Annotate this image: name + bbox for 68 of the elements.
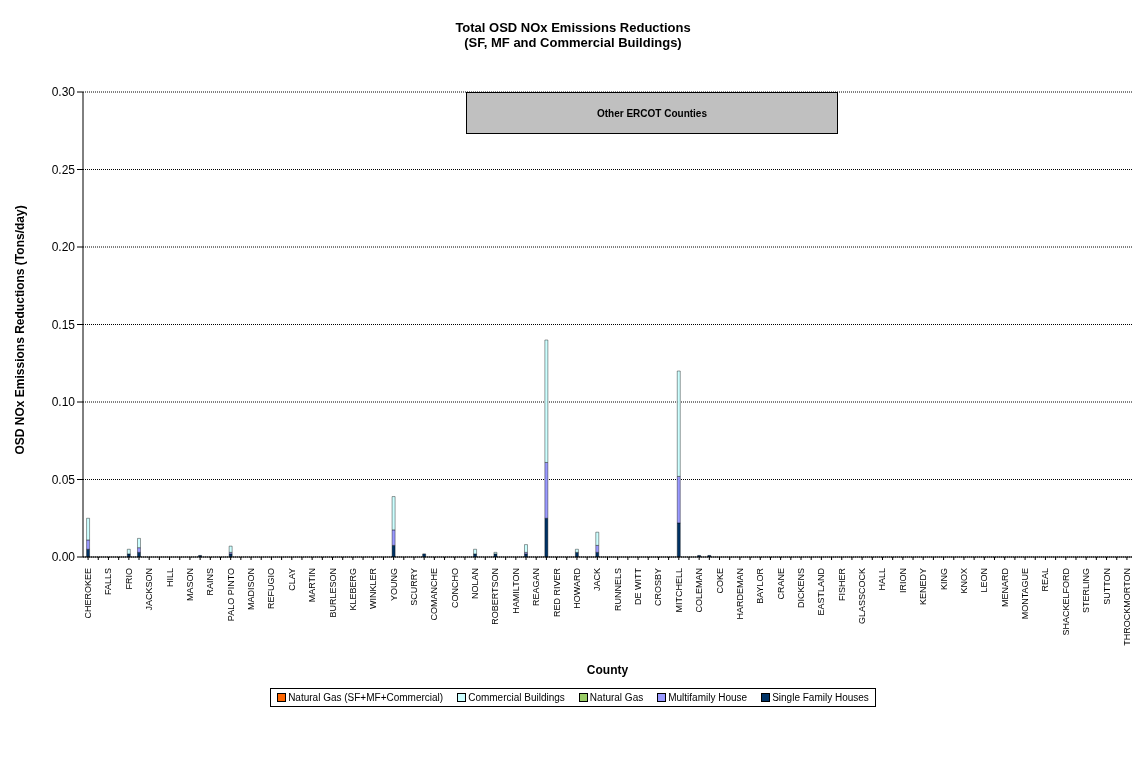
legend-label: Natural Gas	[588, 692, 644, 703]
x-tick-label: THROCKMORTON	[1121, 568, 1132, 646]
legend-label: Commercial Buildings	[467, 692, 565, 703]
x-tick-label: KENEDY	[918, 568, 929, 606]
x-tick-label: CONCHO	[449, 568, 460, 608]
y-tick-label: 0.05	[51, 472, 76, 487]
x-tick-label: DE WITT	[633, 567, 644, 605]
x-tick-label: FALLS	[103, 568, 114, 596]
x-tick-label: SCURRY	[409, 568, 419, 606]
x-tick-label: CRANE	[775, 568, 786, 600]
x-tick-label: RUNNELS	[612, 568, 623, 612]
x-tick-label: REAGAN	[531, 568, 542, 607]
x-tick-label: KLEBERG	[347, 568, 358, 611]
x-tick-label: MADISON	[246, 568, 257, 611]
x-tick-label: HILL	[164, 568, 175, 588]
x-tick-label: SHACKELFORD	[1060, 567, 1071, 636]
x-tick-label: REAL	[1040, 568, 1051, 592]
x-tick-label: COMANCHE	[429, 568, 440, 621]
x-axis-title: County	[586, 663, 629, 677]
x-tick-label: IRION	[897, 568, 908, 594]
y-tick-label: 0.15	[51, 317, 76, 332]
x-tick-label: CLAY	[286, 568, 297, 591]
x-tick-label: MITCHELL	[673, 568, 684, 613]
x-tick-label: STERLING	[1081, 568, 1092, 614]
x-tick-label: PALO PINTO	[225, 568, 236, 622]
legend-label: Multifamily House	[667, 692, 748, 703]
x-tick-label: KNOX	[958, 568, 969, 594]
x-tick-label: RED RIVER	[551, 567, 562, 618]
x-tick-label: EASTLAND	[816, 567, 827, 616]
x-tick-label: HARDEMAN	[734, 568, 745, 620]
x-tick-label: REFUGIO	[266, 568, 277, 610]
x-tick-label: LEON	[979, 568, 990, 593]
x-tick-label: COKE	[714, 568, 725, 594]
legend-label: Single Family Houses	[771, 692, 869, 703]
x-tick-label: BAYLOR	[755, 567, 766, 604]
y-tick-label: 0.00	[51, 550, 76, 565]
y-axis-title: OSD NOx Emissions Reductions (Tons/day)	[13, 205, 28, 455]
x-tick-label: MENARD	[999, 567, 1010, 608]
x-tick-label: YOUNG	[388, 568, 399, 602]
y-tick-label: 0.25	[51, 162, 76, 177]
x-tick-label: NOLAN	[470, 568, 481, 600]
x-tick-label: DICKENS	[796, 568, 806, 609]
x-tick-label: HOWARD	[571, 567, 582, 609]
x-tick-label: JACKSON	[144, 568, 155, 611]
chart-title: Total OSD NOx Emissions Reductions (SF, MF and Commercial Buildings)	[454, 20, 692, 50]
x-tick-label: GLASSCOCK	[857, 568, 868, 625]
x-tick-label: WINKLER	[368, 567, 379, 610]
x-tick-label: MASON	[184, 568, 195, 602]
x-tick-label: KING	[938, 568, 949, 591]
x-tick-label: JACK	[592, 568, 603, 592]
x-tick-label: COLEMAN	[694, 568, 705, 613]
y-tick-label: 0.10	[51, 395, 76, 410]
x-tick-label: MONTAGUE	[1020, 568, 1031, 620]
x-tick-label: ROBERTSON	[490, 568, 501, 625]
x-tick-label: HALL	[877, 568, 888, 591]
x-tick-label: SUTTON	[1101, 568, 1112, 605]
legend-label: Natural Gas (SF+MF+Commercial)	[287, 692, 444, 703]
x-tick-label: BURLESON	[327, 568, 338, 618]
y-tick-label: 0.30	[51, 85, 76, 100]
x-tick-label: FRIO	[123, 568, 134, 590]
y-tick-label: 0.20	[51, 240, 76, 255]
x-tick-label: CHEROKEE	[83, 568, 94, 619]
x-tick-label: MARTIN	[307, 568, 318, 603]
x-tick-label: HAMILTON	[510, 568, 521, 614]
x-tick-label: RAINS	[205, 568, 216, 596]
x-tick-label: FISHER	[836, 567, 847, 602]
x-tick-label: CROSBY	[653, 568, 664, 607]
text-box: Other ERCOT Counties	[466, 92, 838, 134]
